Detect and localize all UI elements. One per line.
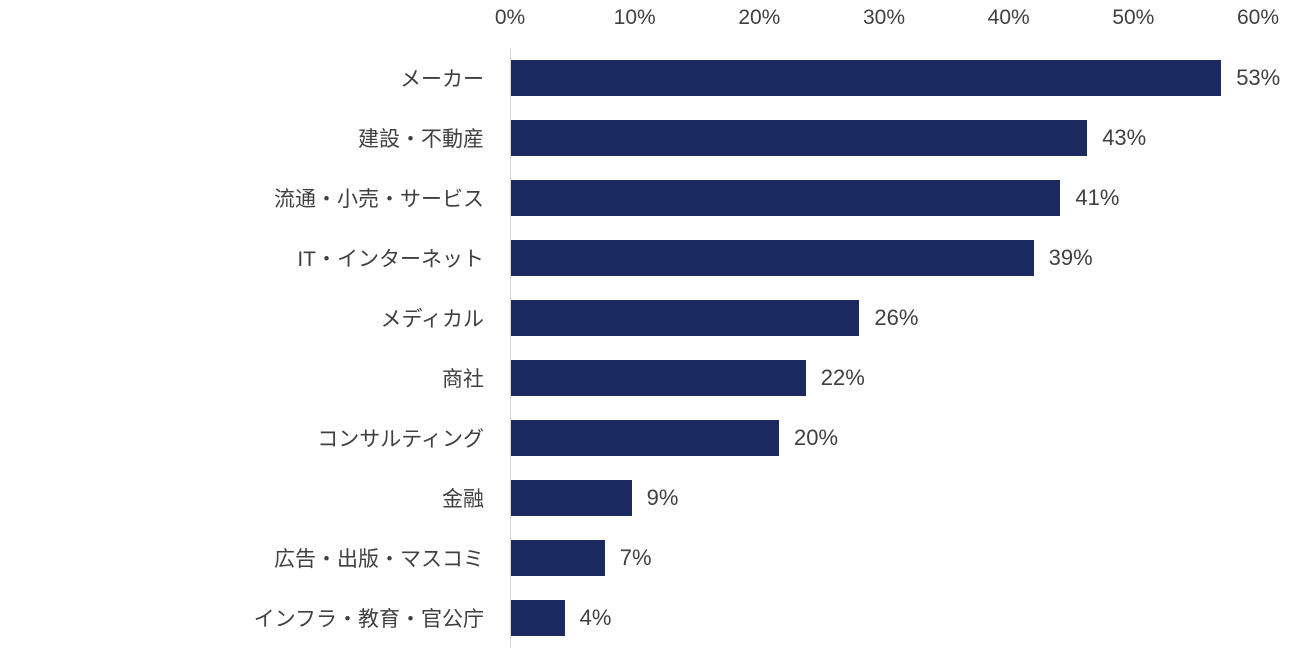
chart-row: コンサルティング 20% bbox=[0, 408, 1315, 468]
bar-area: 4% bbox=[510, 588, 1315, 648]
x-axis-tick: 30% bbox=[862, 6, 906, 29]
bar-area: 53% bbox=[510, 48, 1315, 108]
bar bbox=[511, 540, 605, 576]
x-axis-tick: 10% bbox=[613, 6, 656, 29]
x-axis-tick: 60% bbox=[1236, 6, 1280, 29]
category-label: メーカー bbox=[400, 68, 484, 91]
category-label: 金融 bbox=[442, 488, 484, 511]
category-label: コンサルティング bbox=[317, 428, 484, 451]
bar bbox=[511, 480, 632, 516]
value-label: 7% bbox=[619, 545, 652, 570]
bar-area: 20% bbox=[510, 408, 1315, 468]
bar-area: 39% bbox=[510, 228, 1315, 288]
value-label: 4% bbox=[579, 605, 612, 630]
bar bbox=[511, 120, 1088, 156]
chart-row: 広告・出版・マスコミ 7% bbox=[0, 528, 1315, 588]
chart-row: インフラ・教育・官公庁 4% bbox=[0, 588, 1315, 648]
chart-row: 流通・小売・サービス 41% bbox=[0, 168, 1315, 228]
x-axis-ticks: 0% 10% 20% 30% 40% 50% 60% bbox=[495, 6, 1279, 48]
bar-chart: 0% 10% 20% 30% 40% 50% 60% メーカー 53% 建設・不動産 43% 流通・… bbox=[0, 6, 1315, 648]
value-label: 39% bbox=[1048, 245, 1093, 270]
bar bbox=[511, 360, 806, 396]
bar-area: 9% bbox=[510, 468, 1315, 528]
value-label: 20% bbox=[793, 425, 839, 450]
chart-rows: メーカー 53% 建設・不動産 43% 流通・小売・サービス 41% IT・インターネット 3… bbox=[0, 48, 1315, 648]
category-label: 流通・小売・サービス bbox=[274, 188, 484, 211]
bar-area: 41% bbox=[510, 168, 1315, 228]
category-label: 建設・不動産 bbox=[358, 128, 484, 151]
bar bbox=[511, 60, 1222, 96]
x-axis-tick: 0% bbox=[494, 6, 526, 29]
chart-row: IT・インターネット 39% bbox=[0, 228, 1315, 288]
category-label: インフラ・教育・官公庁 bbox=[253, 608, 484, 631]
category-label: IT・インターネット bbox=[297, 248, 484, 271]
bar bbox=[511, 240, 1034, 276]
value-label: 26% bbox=[874, 305, 919, 330]
category-label: 広告・出版・マスコミ bbox=[274, 548, 484, 571]
chart-row: 建設・不動産 43% bbox=[0, 108, 1315, 168]
value-label: 41% bbox=[1075, 185, 1120, 210]
x-axis-tick: 20% bbox=[738, 6, 781, 29]
bar-area: 26% bbox=[510, 288, 1315, 348]
chart-row: 商社 22% bbox=[0, 348, 1315, 408]
bar-area: 7% bbox=[510, 528, 1315, 588]
chart-row: 金融 9% bbox=[0, 468, 1315, 528]
bar bbox=[511, 420, 779, 456]
bar-area: 43% bbox=[510, 108, 1315, 168]
value-label: 43% bbox=[1102, 125, 1147, 150]
bar bbox=[511, 600, 565, 636]
value-label: 53% bbox=[1236, 65, 1281, 90]
bar bbox=[511, 300, 860, 336]
x-axis-tick: 50% bbox=[1112, 6, 1155, 29]
bar bbox=[511, 180, 1061, 216]
value-label: 9% bbox=[646, 485, 679, 510]
value-label: 22% bbox=[820, 365, 865, 390]
bar-area: 22% bbox=[510, 348, 1315, 408]
chart-row: メディカル 26% bbox=[0, 288, 1315, 348]
category-label: メディカル bbox=[380, 308, 484, 331]
x-axis-tick: 40% bbox=[987, 6, 1030, 29]
chart-row: メーカー 53% bbox=[0, 48, 1315, 108]
category-label: 商社 bbox=[442, 368, 484, 391]
